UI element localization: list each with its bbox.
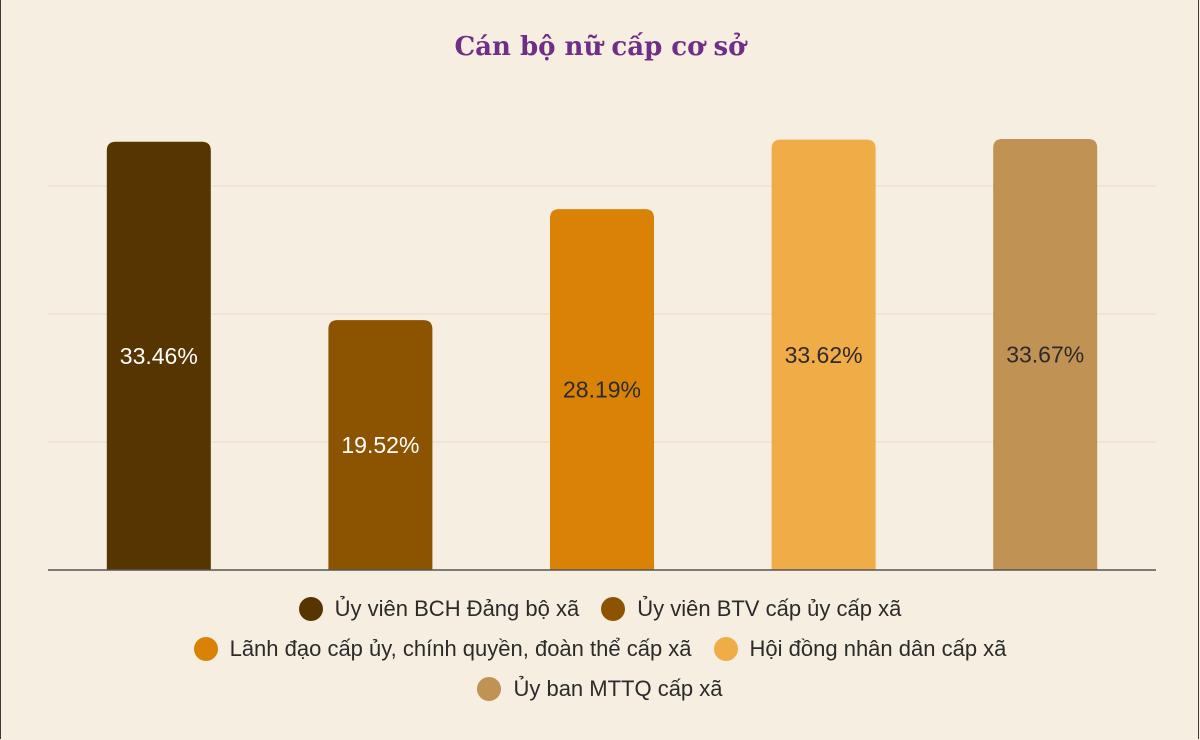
- legend-row: Ủy viên BCH Đảng bộ xã Ủy viên BTV cấp ủ…: [298, 596, 901, 622]
- legend-swatch: [477, 677, 502, 701]
- legend-item: Hội đồng nhân dân cấp xã: [713, 636, 1007, 662]
- legend-item: Ủy viên BCH Đảng bộ xã: [298, 596, 580, 622]
- bar: [328, 320, 433, 570]
- legend-row: Ủy ban MTTQ cấp xã: [477, 676, 723, 702]
- legend-label: Ủy viên BTV cấp ủy cấp xã: [637, 596, 902, 621]
- legend-item: Lãnh đạo cấp ủy, chính quyền, đoàn thể c…: [193, 636, 692, 662]
- bar: [106, 141, 211, 570]
- bar-chart: 33.46% 19.52% 28.19% 33.62% 33.67%: [48, 139, 1156, 571]
- legend-swatch: [601, 597, 626, 621]
- legend-label: Ủy ban MTTQ cấp xã: [513, 676, 723, 701]
- legend: Ủy viên BCH Đảng bộ xã Ủy viên BTV cấp ủ…: [0, 596, 1200, 702]
- bar: [993, 139, 1098, 570]
- bar-value-label: 19.52%: [341, 432, 419, 458]
- legend-item: Ủy ban MTTQ cấp xã: [477, 676, 723, 702]
- legend-label: Hội đồng nhân dân cấp xã: [749, 636, 1007, 661]
- legend-swatch: [298, 597, 323, 621]
- bar-value-label: 33.46%: [120, 343, 198, 369]
- bar-value-label: 28.19%: [563, 377, 641, 403]
- legend-row: Lãnh đạo cấp ủy, chính quyền, đoàn thể c…: [193, 636, 1007, 662]
- bar: [771, 139, 876, 571]
- legend-label: Ủy viên BCH Đảng bộ xã: [334, 596, 580, 621]
- bar-value-label: 33.67%: [1006, 342, 1084, 368]
- legend-swatch: [193, 637, 218, 661]
- bar-value-label: 33.62%: [785, 342, 863, 368]
- legend-swatch: [713, 637, 738, 661]
- legend-label: Lãnh đạo cấp ủy, chính quyền, đoàn thể c…: [229, 636, 692, 661]
- bar: [550, 209, 654, 571]
- legend-item: Ủy viên BTV cấp ủy cấp xã: [601, 596, 901, 622]
- chart-title: Cán bộ nữ cấp cơ sở: [454, 32, 746, 62]
